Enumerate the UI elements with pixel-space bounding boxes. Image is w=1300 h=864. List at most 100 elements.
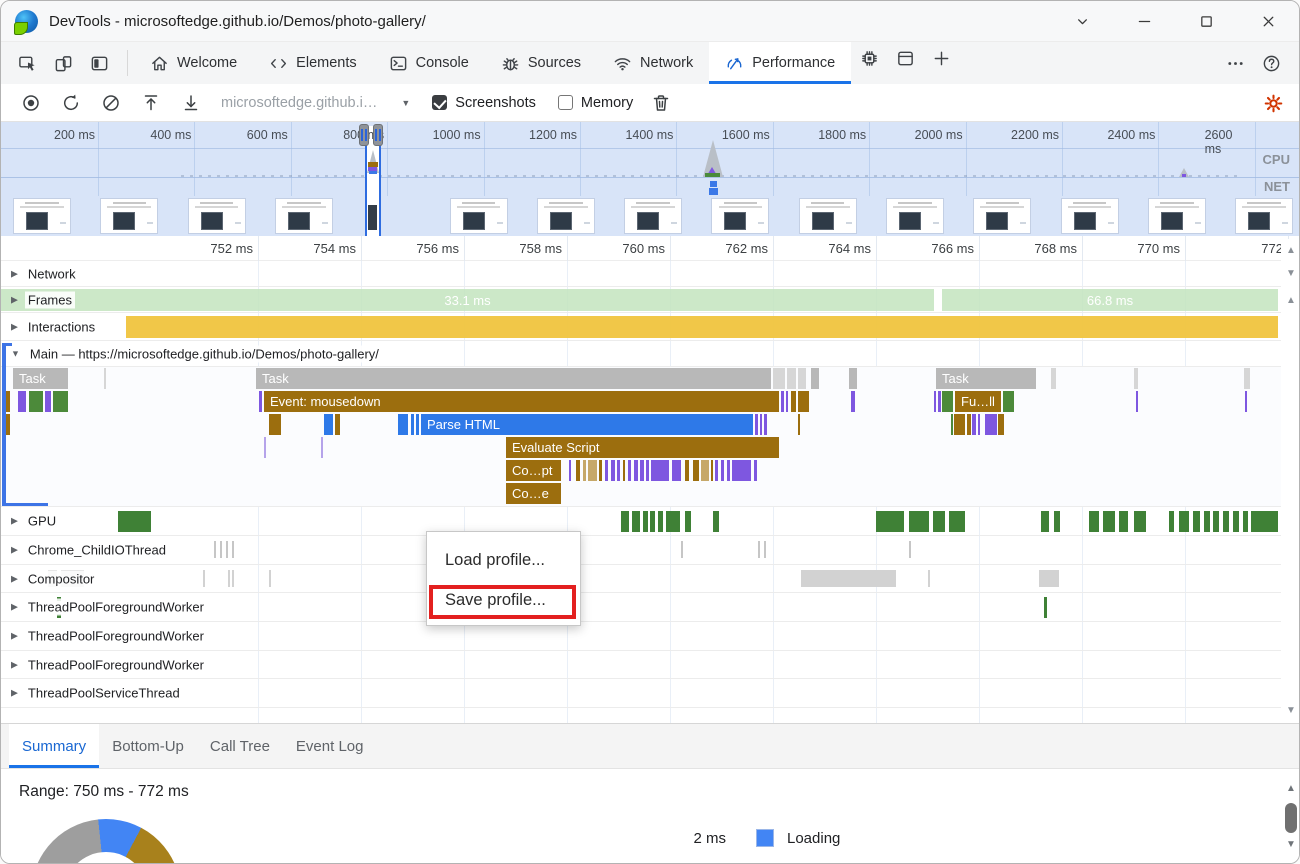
window-menu-chevron-icon[interactable]	[1051, 1, 1113, 41]
track-label-tpfw-3[interactable]: ▶ ThreadPoolForegroundWorker	[11, 656, 207, 673]
flame-bar[interactable]	[4, 414, 10, 435]
filmstrip-thumbnail[interactable]	[711, 198, 770, 234]
help-icon[interactable]	[1253, 47, 1289, 79]
flame-bar[interactable]	[715, 460, 718, 481]
flame-bar[interactable]	[634, 460, 638, 481]
capture-settings-gear-icon[interactable]	[1255, 87, 1291, 119]
filmstrip-thumbnail[interactable]	[1235, 198, 1294, 234]
flame-bar[interactable]	[938, 391, 941, 412]
flame-bar[interactable]	[611, 460, 615, 481]
load-profile-button[interactable]	[131, 87, 171, 119]
gpu-activity-bar[interactable]	[643, 511, 648, 532]
expand-arrow-icon[interactable]: ▶	[11, 687, 18, 698]
gpu-activity-bar[interactable]	[1223, 511, 1229, 532]
flame-bar[interactable]	[851, 391, 855, 412]
flame-bar[interactable]	[411, 414, 414, 435]
tab-bottom-up[interactable]: Bottom-Up	[112, 737, 184, 755]
application-panel-icon[interactable]	[887, 42, 923, 74]
flame-bar[interactable]	[798, 368, 806, 389]
tab-call-tree[interactable]: Call Tree	[209, 737, 270, 755]
flame-bar[interactable]	[721, 460, 724, 481]
flame-bar[interactable]	[269, 414, 281, 435]
expand-arrow-icon[interactable]: ▶	[11, 294, 18, 304]
track-label-compositor[interactable]: ▶ Compositor	[11, 570, 98, 587]
flame-bar[interactable]	[588, 460, 597, 481]
history-dropdown[interactable]: microsoftedge.github.i… ▼	[221, 95, 410, 111]
flame-bar[interactable]	[701, 460, 709, 481]
flame-bar[interactable]	[732, 460, 751, 481]
gpu-activity-bar[interactable]	[1134, 511, 1146, 532]
track-label-tpfw-1[interactable]: ▶ ThreadPoolForegroundWorker	[11, 598, 207, 616]
frames-duration-bar[interactable]: 66.8 ms	[942, 289, 1278, 311]
device-emulation-icon[interactable]	[45, 47, 81, 79]
expand-arrow-icon[interactable]: ▶	[11, 630, 18, 641]
gpu-activity-bar[interactable]	[118, 511, 151, 532]
flame-bar[interactable]	[693, 460, 699, 481]
expand-arrow-icon[interactable]: ▶	[11, 268, 18, 278]
flame-bar[interactable]	[324, 414, 333, 435]
scroll-up-icon[interactable]: ▲	[1286, 245, 1296, 256]
flame-bar[interactable]	[972, 414, 976, 435]
flame-bar[interactable]	[791, 391, 796, 412]
flame-bar[interactable]	[685, 460, 689, 481]
flame-bar[interactable]	[321, 437, 323, 458]
filmstrip-thumbnail[interactable]	[274, 198, 333, 234]
track-label-network[interactable]: ▶ Network	[11, 265, 79, 282]
gpu-activity-bar[interactable]	[658, 511, 663, 532]
gpu-activity-bar[interactable]	[1213, 511, 1219, 532]
gpu-activity-bar[interactable]	[1179, 511, 1189, 532]
track-label-interactions[interactable]: ▶ Interactions	[11, 318, 99, 335]
flame-bar[interactable]	[1051, 368, 1056, 389]
flame-bar[interactable]	[335, 414, 340, 435]
expand-arrow-icon[interactable]: ▶	[11, 544, 18, 555]
gpu-activity-bar[interactable]	[713, 511, 719, 532]
flame-bar[interactable]	[623, 460, 625, 481]
frames-duration-bar[interactable]: 33.1 ms	[1, 289, 934, 311]
flame-bar[interactable]	[942, 391, 953, 412]
flame-bar[interactable]	[711, 460, 713, 481]
gpu-activity-bar[interactable]	[621, 511, 629, 532]
flame-bar[interactable]	[18, 391, 26, 412]
flame-bar[interactable]	[773, 368, 785, 389]
flame-bar[interactable]	[628, 460, 631, 481]
gpu-activity-bar[interactable]	[1233, 511, 1239, 532]
gpu-activity-bar[interactable]	[1251, 511, 1278, 532]
flame-bar[interactable]	[787, 368, 796, 389]
flame-bar-labeled[interactable]: Task	[936, 368, 1036, 389]
track-label-main[interactable]: ▼ Main — https://microsoftedge.github.io/…	[11, 345, 382, 362]
minimize-button[interactable]	[1113, 1, 1175, 41]
maximize-button[interactable]	[1175, 1, 1237, 41]
tab-console[interactable]: Console	[373, 42, 485, 84]
inspect-element-icon[interactable]	[9, 47, 45, 79]
flame-bar[interactable]	[849, 368, 857, 389]
memory-checkbox[interactable]: Memory	[557, 95, 633, 111]
expand-arrow-icon[interactable]: ▶	[11, 659, 18, 669]
flame-bar[interactable]	[4, 391, 10, 412]
flame-bar-labeled[interactable]: Co…pt	[506, 460, 561, 481]
filmstrip-thumbnail[interactable]	[798, 198, 857, 234]
flame-bar[interactable]	[599, 460, 602, 481]
flame-bar[interactable]	[646, 460, 649, 481]
flame-bar-labeled[interactable]: Parse HTML	[421, 414, 753, 435]
track-label-chrome-childio[interactable]: ▶ Chrome_ChildIOThread	[11, 541, 169, 559]
gpu-activity-bar[interactable]	[666, 511, 680, 532]
track-label-tpfw-2[interactable]: ▶ ThreadPoolForegroundWorker	[11, 627, 207, 645]
gpu-activity-bar[interactable]	[1243, 511, 1248, 532]
tab-network[interactable]: Network	[597, 42, 709, 84]
flame-bar[interactable]	[640, 460, 644, 481]
filmstrip-thumbnail[interactable]	[624, 198, 683, 234]
flame-bar[interactable]	[781, 391, 784, 412]
trash-icon[interactable]	[641, 87, 681, 119]
scrollbar-thumb[interactable]	[1285, 803, 1297, 833]
gpu-activity-bar[interactable]	[1089, 511, 1099, 532]
memory-inspector-icon[interactable]	[851, 42, 887, 74]
expand-arrow-icon[interactable]: ▶	[11, 321, 18, 331]
flame-bar[interactable]	[798, 391, 809, 412]
tab-sources[interactable]: Sources	[485, 42, 597, 84]
tab-welcome[interactable]: Welcome	[134, 42, 253, 84]
flame-bar[interactable]	[1003, 391, 1014, 412]
flame-bar-labeled[interactable]: Evaluate Script	[506, 437, 779, 458]
expand-arrow-icon[interactable]: ▶	[11, 573, 18, 583]
filmstrip-thumbnail[interactable]	[187, 198, 246, 234]
